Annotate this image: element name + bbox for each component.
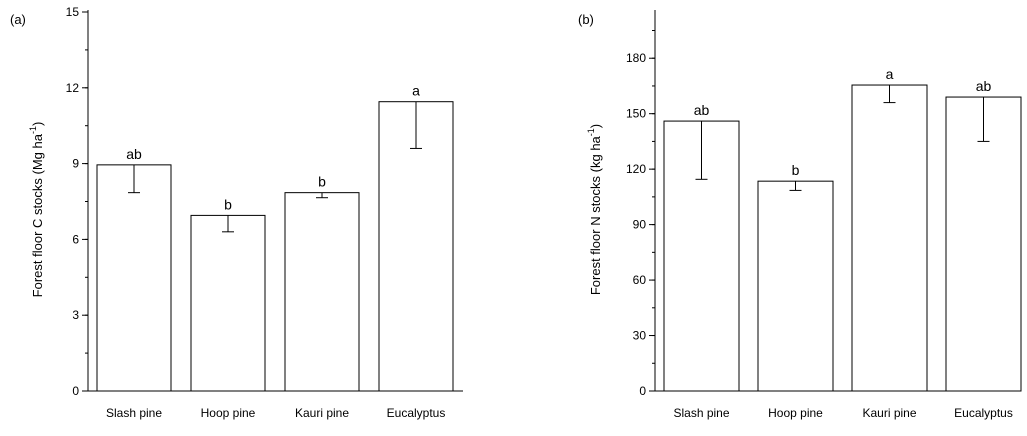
bar-hoop-pine	[757, 180, 834, 392]
y-tick-label: 120	[626, 162, 646, 176]
bar-eucalyptus	[945, 96, 1022, 392]
y-tick-label: 180	[626, 51, 646, 65]
y-axis-label-main: Forest floor N stocks (kg ha	[588, 135, 603, 295]
bar-slash-pine	[96, 164, 172, 392]
x-tick-label: Slash pine	[106, 406, 162, 420]
significance-letter: b	[224, 196, 232, 212]
bar-kauri-pine	[284, 192, 360, 392]
y-axis-label-close: )	[30, 122, 45, 126]
x-tick-label: Slash pine	[673, 406, 729, 420]
y-axis-label-superscript: -1	[28, 126, 38, 134]
y-axis-label: Forest floor N stocks (kg ha-1)	[586, 124, 603, 295]
x-tick-label: Kauri pine	[295, 406, 349, 420]
y-tick-label: 12	[66, 81, 80, 95]
bar-kauri-pine	[851, 84, 928, 392]
y-tick-label: 3	[72, 308, 79, 322]
y-tick-label: 9	[72, 157, 79, 171]
significance-letter: ab	[126, 146, 142, 162]
significance-letter: ab	[976, 78, 992, 94]
x-tick-label: Hoop pine	[201, 406, 256, 420]
significance-letter: b	[792, 162, 800, 178]
y-tick-label: 6	[72, 232, 79, 246]
x-tick-label: Kauri pine	[862, 406, 916, 420]
significance-letter: a	[886, 66, 894, 82]
bar-hoop-pine	[190, 214, 266, 392]
chart-panel-a: (a) 0 3 6 9 12 15 Forest floor C stocks (Mg ha-…	[10, 5, 463, 420]
y-tick-label: 150	[626, 107, 646, 121]
panel-label: (a)	[10, 12, 26, 27]
y-tick-label: 0	[639, 384, 646, 398]
significance-letter: b	[318, 174, 326, 190]
y-axis-label: Forest floor C stocks (Mg ha-1)	[28, 122, 45, 298]
significance-letter: a	[412, 83, 420, 99]
y-tick-label: 15	[66, 5, 80, 19]
chart-panel-b: (b) 0 30 60 90 120 150 180 Forest floor N stocks…	[578, 10, 1022, 420]
y-axis-label-close: )	[588, 124, 603, 128]
panel-label: (b)	[578, 12, 594, 27]
y-tick-label: 90	[633, 218, 647, 232]
y-tick-label: 30	[633, 329, 647, 343]
y-tick-label: 0	[72, 384, 79, 398]
x-tick-label: Eucalyptus	[954, 406, 1013, 420]
x-tick-label: Eucalyptus	[387, 406, 446, 420]
significance-letter: ab	[694, 102, 710, 118]
y-axis-label-main: Forest floor C stocks (Mg ha	[30, 133, 45, 297]
x-tick-label: Hoop pine	[768, 406, 823, 420]
y-axis-label-superscript: -1	[586, 128, 596, 136]
y-tick-label: 60	[633, 273, 647, 287]
